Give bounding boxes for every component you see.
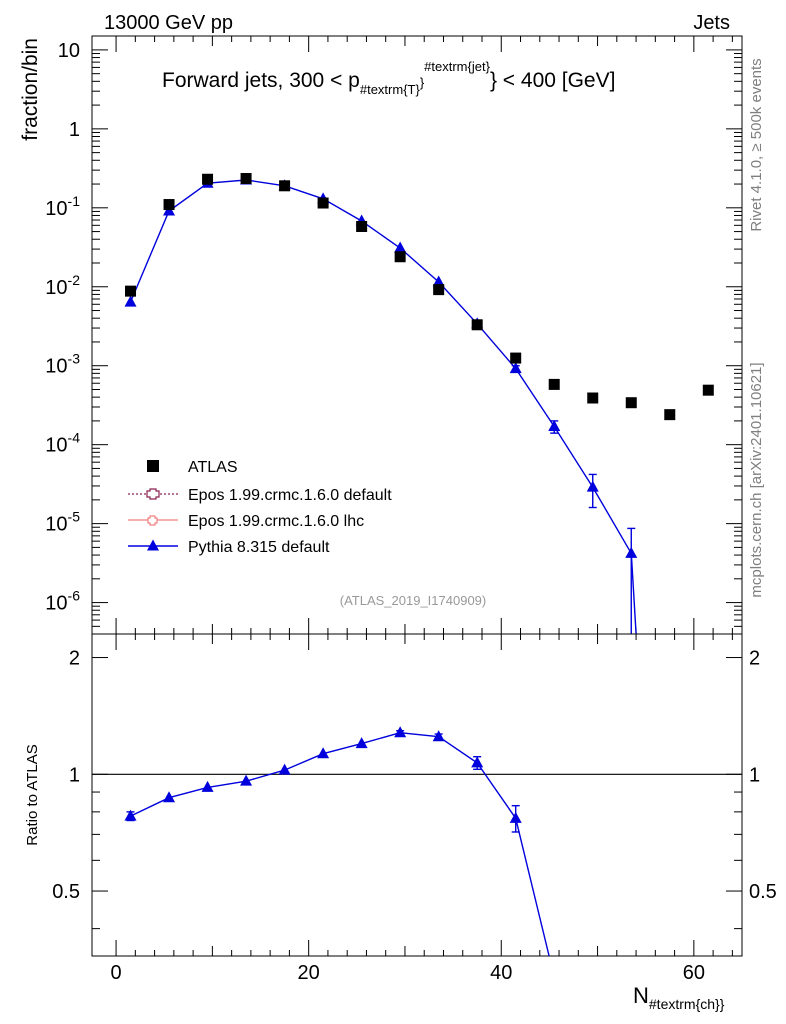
- pythia-point: [586, 480, 599, 492]
- main-y-tick-label: 10-1: [45, 193, 80, 220]
- atlas-point: [587, 392, 599, 404]
- ratio-pythia-point: [394, 726, 407, 738]
- x-tick-label: 40: [490, 962, 512, 984]
- atlas-point: [394, 251, 406, 263]
- atlas-point: [433, 284, 445, 296]
- ratio-frame: [91, 633, 743, 957]
- atlas-point: [125, 285, 137, 297]
- x-tick-label: 20: [298, 962, 320, 984]
- main-y-tick-label: 10: [58, 40, 80, 62]
- ratio-pythia-point: [201, 780, 214, 792]
- main-y-tick-label: 10-2: [45, 272, 80, 299]
- x-tick-label: 0: [111, 962, 122, 984]
- analysis-watermark: (ATLAS_2019_I1740909): [340, 593, 486, 608]
- legend-marker-pythia: [147, 539, 159, 551]
- ratio-y-tick-label: 1: [69, 764, 80, 786]
- ratio-data: [92, 726, 742, 957]
- ratio-ticks: [92, 634, 742, 956]
- legend-marker-epos-default: [146, 488, 160, 500]
- atlas-point: [317, 197, 329, 209]
- legend-marker-epos-lhc: [147, 515, 158, 526]
- atlas-point: [240, 173, 252, 185]
- side-text-top: Rivet 4.1.0, ≥ 500k events: [748, 58, 765, 231]
- header-left: 13000 GeV pp: [104, 12, 233, 34]
- x-tick-label: 60: [683, 962, 705, 984]
- atlas-point: [664, 409, 676, 421]
- ratio-pythia-line: [130, 731, 550, 957]
- ratio-y-tick-label: 2: [69, 648, 80, 670]
- x-axis-label-sub: #textrm{ch}}: [649, 996, 725, 1012]
- pythia-point: [509, 362, 522, 374]
- chart-title-sub: #textrm{T}: [360, 82, 421, 97]
- ratio-y-tick-label: 0.5: [52, 881, 80, 903]
- x-axis-label: N#textrm{ch}}: [633, 983, 725, 1012]
- header-right: Jets: [693, 12, 730, 34]
- ratio-y-tick-labels: 0.5 0.5 1 1 2 2: [52, 648, 777, 904]
- pythia-point: [163, 204, 176, 216]
- ratio-panel: 0.5 0.5 1 1 2 2 0 20 40 60 Ratio to ATLAS N#text…: [24, 633, 777, 1012]
- pythia-point: [548, 419, 561, 431]
- main-y-axis-label: fraction/bin: [19, 38, 42, 141]
- main-ticks: [92, 36, 742, 635]
- main-y-tick-label: 10-5: [45, 509, 80, 536]
- main-y-tick-label: 10-6: [45, 588, 80, 615]
- main-panel: 10-6 10-5 10-4 10-3 10-2 10-1 1 10 fraction/bin…: [19, 35, 743, 635]
- ratio-pythia-point: [163, 791, 176, 803]
- legend-label-atlas: ATLAS: [188, 459, 238, 476]
- atlas-point: [279, 180, 291, 192]
- atlas-point: [163, 199, 175, 211]
- side-text-bottom: mcplots.cern.ch [arXiv:2401.10621]: [748, 362, 765, 597]
- chart-title: Forward jets, 300 < p#textrm{T}}#textrm{…: [162, 59, 615, 97]
- legend: ATLAS Epos 1.99.crmc.1.6.0 default Epos …: [128, 459, 392, 556]
- legend-label-epos-default: Epos 1.99.crmc.1.6.0 default: [188, 487, 392, 504]
- ratio-pythia-point: [432, 730, 445, 742]
- main-y-tick-label: 1: [69, 119, 80, 141]
- main-data: [124, 173, 714, 635]
- ratio-y-tick-label-right: 2: [749, 648, 760, 670]
- atlas-point: [548, 378, 560, 390]
- ratio-y-tick-label-right: 1: [749, 764, 760, 786]
- chart-title-sup: #textrm{jet}: [424, 59, 490, 74]
- pythia-point: [394, 241, 407, 253]
- legend-marker-atlas: [147, 460, 159, 472]
- ratio-pythia-point: [317, 747, 330, 759]
- ratio-pythia-point: [240, 774, 253, 786]
- legend-label-epos-lhc: Epos 1.99.crmc.1.6.0 lhc: [188, 513, 364, 530]
- chart-title-close: }: [420, 75, 425, 90]
- ratio-pythia-point: [509, 811, 522, 823]
- x-tick-labels: 0 20 40 60: [111, 962, 705, 984]
- atlas-point: [356, 220, 368, 232]
- atlas-point: [471, 319, 483, 331]
- atlas-point: [510, 352, 522, 364]
- pythia-point: [432, 275, 445, 287]
- main-y-tick-label: 10-3: [45, 351, 80, 378]
- pythia-line: [129, 179, 637, 635]
- x-axis-label-main: N: [633, 983, 649, 1008]
- pythia-point: [124, 295, 137, 307]
- main-y-tick-label: 10-4: [45, 430, 80, 457]
- chart-title-tail: } < 400 [GeV]: [490, 69, 616, 92]
- atlas-point: [625, 397, 637, 409]
- atlas-point: [702, 384, 714, 396]
- ratio-pythia-point: [124, 809, 137, 821]
- pythia-point: [625, 546, 638, 558]
- chart-title-main: Forward jets, 300 < p: [162, 69, 360, 92]
- ratio-pythia-point: [278, 763, 291, 775]
- ratio-pythia-point: [471, 756, 484, 768]
- atlas-point: [202, 173, 214, 185]
- main-y-tick-labels: 10-6 10-5 10-4 10-3 10-2 10-1 1 10: [45, 40, 80, 615]
- ratio-pythia-point: [355, 737, 368, 749]
- ratio-y-axis-label: Ratio to ATLAS: [24, 744, 41, 845]
- legend-label-pythia: Pythia 8.315 default: [188, 539, 330, 556]
- ratio-y-tick-label-right: 0.5: [749, 881, 777, 903]
